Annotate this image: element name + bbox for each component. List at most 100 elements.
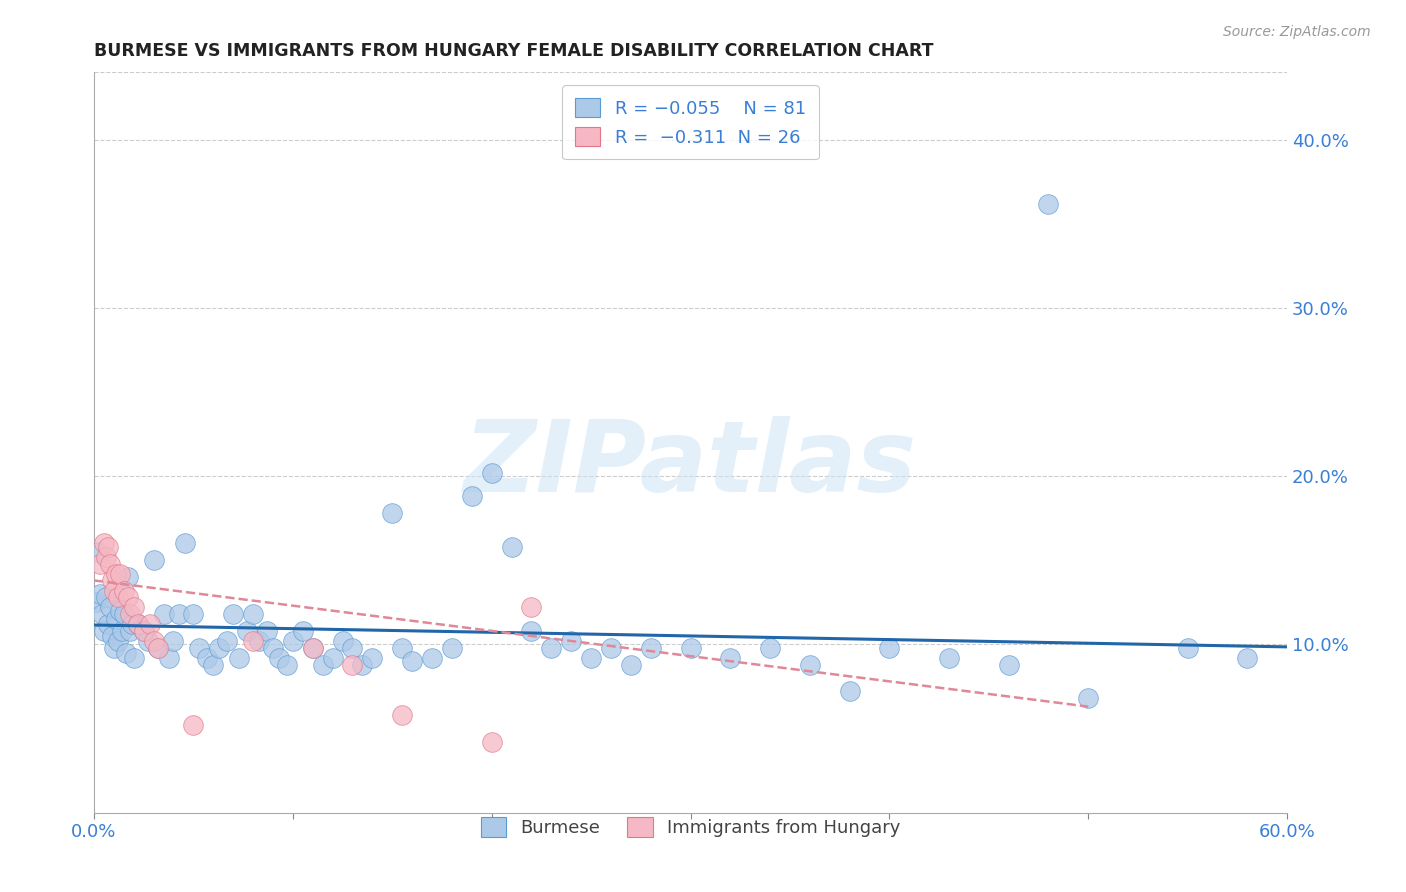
Point [228, 650, 250, 665]
Point [98, 557, 121, 571]
Point [291, 624, 314, 638]
Point [281, 634, 304, 648]
Point [520, 600, 543, 615]
Point [381, 506, 404, 520]
Point [132, 624, 155, 638]
Point [118, 624, 141, 638]
Point [640, 640, 662, 655]
Point [242, 634, 264, 648]
Point [94, 549, 117, 564]
Point [718, 650, 741, 665]
Point [579, 650, 602, 665]
Point [90, 607, 112, 621]
Point [997, 657, 1019, 672]
Point [132, 624, 155, 638]
Point [121, 617, 143, 632]
Point [93, 536, 115, 550]
Point [87, 545, 110, 559]
Point [122, 600, 145, 615]
Point [101, 574, 124, 588]
Point [332, 634, 354, 648]
Point [127, 617, 149, 632]
Point [481, 735, 503, 749]
Text: BURMESE VS IMMIGRANTS FROM HUNGARY FEMALE DISABILITY CORRELATION CHART: BURMESE VS IMMIGRANTS FROM HUNGARY FEMAL… [94, 42, 934, 60]
Point [97, 617, 120, 632]
Point [461, 489, 484, 503]
Point [104, 612, 127, 626]
Point [679, 640, 702, 655]
Point [117, 570, 139, 584]
Point [1077, 691, 1099, 706]
Point [520, 624, 543, 638]
Point [600, 640, 623, 655]
Point [208, 640, 231, 655]
Point [169, 607, 191, 621]
Point [93, 624, 115, 638]
Point [391, 640, 413, 655]
Point [301, 640, 323, 655]
Point [84, 595, 107, 609]
Point [242, 607, 264, 621]
Point [89, 587, 111, 601]
Point [174, 536, 197, 550]
Point [114, 646, 136, 660]
Point [361, 650, 384, 665]
Point [481, 466, 503, 480]
Point [112, 607, 135, 621]
Point [107, 634, 129, 648]
Text: Source: ZipAtlas.com: Source: ZipAtlas.com [1223, 25, 1371, 39]
Point [391, 708, 413, 723]
Point [1177, 640, 1199, 655]
Point [301, 640, 323, 655]
Point [127, 617, 149, 632]
Point [620, 657, 643, 672]
Point [311, 657, 333, 672]
Point [420, 650, 443, 665]
Point [188, 640, 211, 655]
Point [152, 607, 174, 621]
Point [142, 553, 165, 567]
Point [138, 617, 160, 632]
Point [256, 624, 278, 638]
Point [342, 640, 364, 655]
Point [759, 640, 782, 655]
Point [94, 591, 117, 605]
Point [1038, 196, 1060, 211]
Point [276, 657, 298, 672]
Point [146, 640, 169, 655]
Point [195, 650, 218, 665]
Point [162, 634, 184, 648]
Point [1236, 650, 1258, 665]
Point [89, 557, 111, 571]
Point [103, 640, 125, 655]
Point [342, 657, 364, 672]
Point [111, 624, 134, 638]
Legend: Burmese, Immigrants from Hungary: Burmese, Immigrants from Hungary [474, 810, 908, 844]
Point [262, 640, 284, 655]
Point [322, 650, 344, 665]
Point [938, 650, 960, 665]
Point [159, 650, 181, 665]
Point [183, 607, 205, 621]
Point [236, 624, 259, 638]
Point [103, 583, 125, 598]
Point [108, 566, 131, 581]
Point [838, 684, 860, 698]
Point [112, 583, 135, 598]
Point [222, 607, 245, 621]
Point [183, 718, 205, 732]
Point [247, 634, 270, 648]
Point [202, 657, 225, 672]
Point [440, 640, 463, 655]
Point [267, 650, 290, 665]
Point [117, 591, 139, 605]
Point [136, 634, 159, 648]
Point [118, 607, 141, 621]
Point [104, 566, 127, 581]
Point [146, 640, 169, 655]
Point [217, 634, 239, 648]
Point [97, 540, 120, 554]
Point [98, 600, 121, 615]
Text: ZIPatlas: ZIPatlas [464, 417, 917, 513]
Point [108, 604, 131, 618]
